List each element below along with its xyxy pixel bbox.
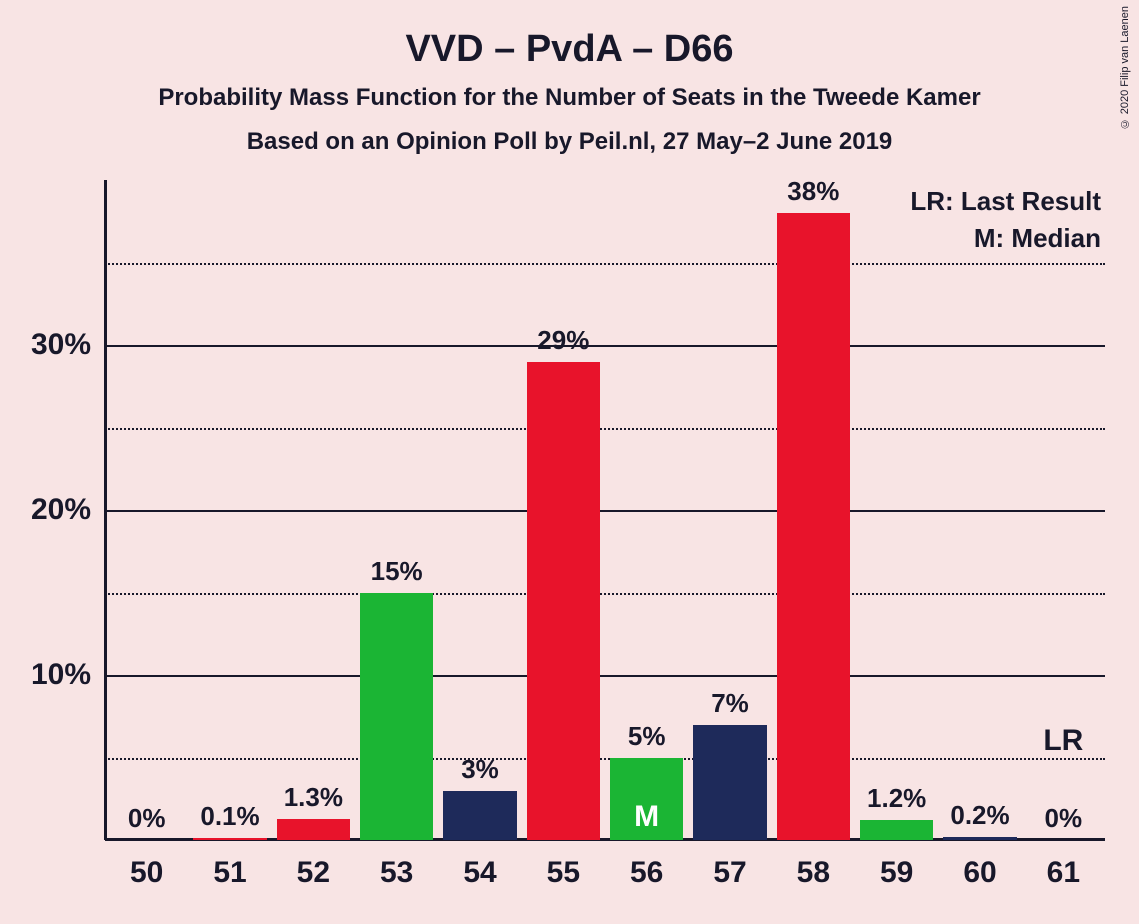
bar [443,791,516,841]
bar-value-label: 0.1% [200,801,259,832]
xtick-label: 55 [547,840,580,890]
xtick-label: 59 [880,840,913,890]
xtick-label: 61 [1047,840,1080,890]
chart-subtitle-2: Based on an Opinion Poll by Peil.nl, 27 … [0,128,1139,156]
gridline-major [105,675,1105,677]
ytick-label: 20% [31,493,105,527]
xtick-label: 56 [630,840,663,890]
ytick-label: 10% [31,658,105,692]
xtick-label: 54 [463,840,496,890]
y-axis [104,180,107,840]
bar-value-label: 0% [1045,803,1083,834]
ytick-label: 30% [31,328,105,362]
last-result-marker: LR [1043,724,1083,758]
bar-value-label: 0% [128,803,166,834]
bar-value-label: 1.3% [284,782,343,813]
legend-line: LR: Last Result [910,186,1101,217]
gridline-minor [105,758,1105,760]
gridline-major [105,345,1105,347]
bar-value-label: 3% [461,754,499,785]
chart-container: © 2020 Filip van Laenen VVD – PvdA – D66… [0,0,1139,924]
xtick-label: 50 [130,840,163,890]
gridline-minor [105,593,1105,595]
legend: LR: Last Result M: Median [910,186,1101,260]
xtick-label: 57 [713,840,746,890]
bar [777,213,850,840]
gridline-minor [105,263,1105,265]
bar-value-label: 0.2% [950,800,1009,831]
bar-value-label: 7% [711,688,749,719]
xtick-label: 58 [797,840,830,890]
xtick-label: 60 [963,840,996,890]
bar-value-label: 15% [371,556,423,587]
xtick-label: 51 [213,840,246,890]
bar-value-label: 29% [537,325,589,356]
bar [527,362,600,841]
chart-title: VVD – PvdA – D66 [0,28,1139,71]
plot-area: 10%20%30%0%500.1%511.3%5215%533%5429%555… [105,180,1105,840]
bar [860,820,933,840]
median-marker: M [634,800,659,834]
xtick-label: 52 [297,840,330,890]
bar-value-label: 38% [787,176,839,207]
bar [277,819,350,840]
bar-value-label: 1.2% [867,783,926,814]
legend-line: M: Median [910,223,1101,254]
bar-value-label: 5% [628,721,666,752]
gridline-minor [105,428,1105,430]
xtick-label: 53 [380,840,413,890]
bar [693,725,766,841]
bar [360,593,433,841]
chart-subtitle-1: Probability Mass Function for the Number… [0,84,1139,112]
gridline-major [105,510,1105,512]
